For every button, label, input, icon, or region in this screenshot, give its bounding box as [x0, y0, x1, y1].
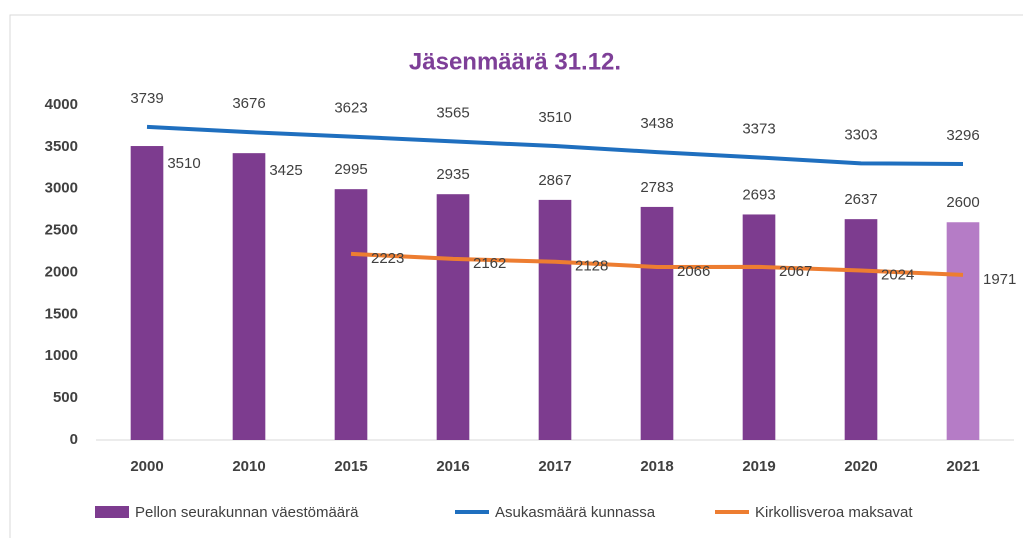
line-label: 3510	[538, 109, 571, 126]
bar-label: 2600	[946, 194, 979, 211]
x-tick-label: 2019	[742, 458, 775, 475]
y-tick-label: 1000	[45, 347, 78, 364]
x-tick-label: 2010	[232, 458, 265, 475]
bar	[742, 214, 776, 440]
bar	[844, 219, 878, 440]
line-label: 3623	[334, 100, 367, 117]
y-tick-label: 4000	[45, 96, 78, 113]
line-label: 2067	[779, 263, 812, 280]
line-label: 3373	[742, 120, 775, 137]
bar-label: 2995	[334, 161, 367, 178]
x-tick-label: 2021	[946, 458, 979, 475]
bar	[232, 153, 266, 440]
x-tick-label: 2018	[640, 458, 673, 475]
x-tick-label: 2000	[130, 458, 163, 475]
y-tick-label: 1500	[45, 305, 78, 322]
line-label: 1971	[983, 271, 1016, 288]
y-tick-label: 2000	[45, 263, 78, 280]
line-label: 2223	[371, 250, 404, 267]
bar	[334, 189, 368, 440]
x-tick-label: 2015	[334, 458, 367, 475]
bar	[538, 199, 572, 440]
y-tick-label: 3000	[45, 180, 78, 197]
line	[146, 124, 964, 166]
line-label: 3565	[436, 104, 469, 121]
y-tick-label: 500	[53, 389, 78, 406]
y-tick-label: 0	[70, 431, 78, 448]
x-tick-label: 2020	[844, 458, 877, 475]
line-label: 3303	[844, 126, 877, 143]
legend-label: Pellon seurakunnan väestömäärä	[135, 504, 359, 521]
line-label: 3438	[640, 115, 673, 132]
line	[350, 251, 964, 277]
y-tick-label: 2500	[45, 222, 78, 239]
bar-label: 2867	[538, 172, 571, 189]
line-label: 2128	[575, 258, 608, 275]
bar-label: 3510	[167, 155, 200, 172]
legend-label: Kirkollisveroa maksavat	[755, 504, 913, 521]
bar-label: 2637	[844, 191, 877, 208]
line-label: 3296	[946, 127, 979, 144]
line-label: 2162	[473, 255, 506, 272]
legend-swatch	[95, 506, 129, 518]
bar	[130, 146, 164, 440]
line-label: 2066	[677, 263, 710, 280]
y-tick-label: 3500	[45, 138, 78, 155]
bar	[640, 206, 674, 440]
bar	[946, 222, 980, 440]
legend-label: Asukasmäärä kunnassa	[495, 504, 656, 521]
chart-title: Jäsenmäärä 31.12.	[409, 48, 621, 75]
bar-label: 2693	[742, 186, 775, 203]
line-label: 3739	[130, 90, 163, 107]
line-label: 3676	[232, 95, 265, 112]
line-label: 2024	[881, 266, 914, 283]
bar-label: 2935	[436, 166, 469, 183]
bar-label: 2783	[640, 179, 673, 196]
x-tick-label: 2016	[436, 458, 469, 475]
bar	[436, 194, 470, 440]
bar-label: 3425	[269, 162, 302, 179]
x-tick-label: 2017	[538, 458, 571, 475]
